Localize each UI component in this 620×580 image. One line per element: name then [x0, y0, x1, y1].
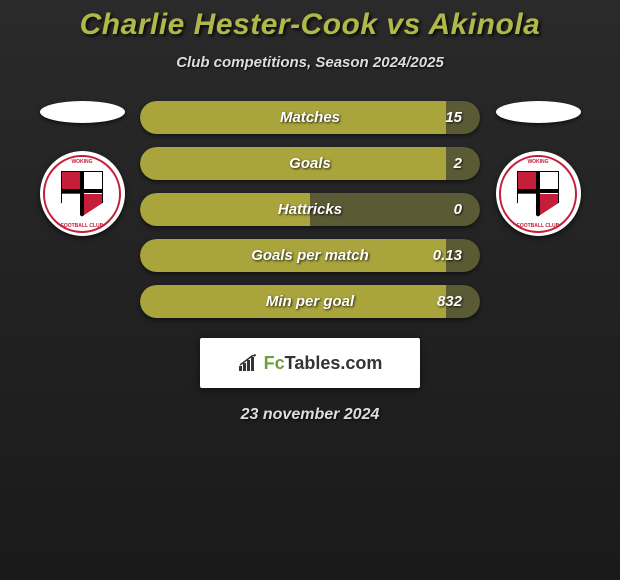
stat-value: 2 — [454, 155, 462, 172]
stat-value: 0.13 — [433, 247, 462, 264]
stat-bar: Hattricks 0 — [140, 193, 480, 226]
stat-label: Min per goal — [266, 293, 354, 310]
subtitle: Club competitions, Season 2024/2025 — [0, 54, 620, 71]
page-title: Charlie Hester-Cook vs Akinola — [0, 8, 620, 42]
shield-icon — [61, 171, 103, 217]
stat-value: 0 — [454, 201, 462, 218]
player-right-column: WOKING FOOTBALL CLUB — [488, 101, 588, 236]
chart-icon — [238, 354, 260, 372]
stat-label: Hattricks — [278, 201, 342, 218]
date-text: 23 november 2024 — [0, 406, 620, 424]
stat-bar: Goals 2 — [140, 147, 480, 180]
brand-box: FcTables.com — [200, 338, 420, 388]
player-left-column: WOKING FOOTBALL CLUB — [32, 101, 132, 236]
player-right-crest: WOKING FOOTBALL CLUB — [496, 151, 581, 236]
stat-bar-rest — [446, 147, 480, 180]
player-right-placeholder — [496, 101, 581, 123]
shield-icon — [517, 171, 559, 217]
stat-label: Goals per match — [251, 247, 369, 264]
stat-bar: Matches 15 — [140, 101, 480, 134]
stat-value: 832 — [437, 293, 462, 310]
comparison-area: WOKING FOOTBALL CLUB Matches 15 Goals 2 Hatt… — [0, 101, 620, 318]
player-left-placeholder — [40, 101, 125, 123]
stat-value: 15 — [445, 109, 462, 126]
player-left-crest: WOKING FOOTBALL CLUB — [40, 151, 125, 236]
infographic-container: Charlie Hester-Cook vs Akinola Club comp… — [0, 0, 620, 424]
stat-bar: Min per goal 832 — [140, 285, 480, 318]
brand-text: FcTables.com — [264, 353, 383, 374]
stat-bar: Goals per match 0.13 — [140, 239, 480, 272]
stat-label: Goals — [289, 155, 331, 172]
stat-label: Matches — [280, 109, 340, 126]
stat-bars: Matches 15 Goals 2 Hattricks 0 Goals per match… — [140, 101, 480, 318]
